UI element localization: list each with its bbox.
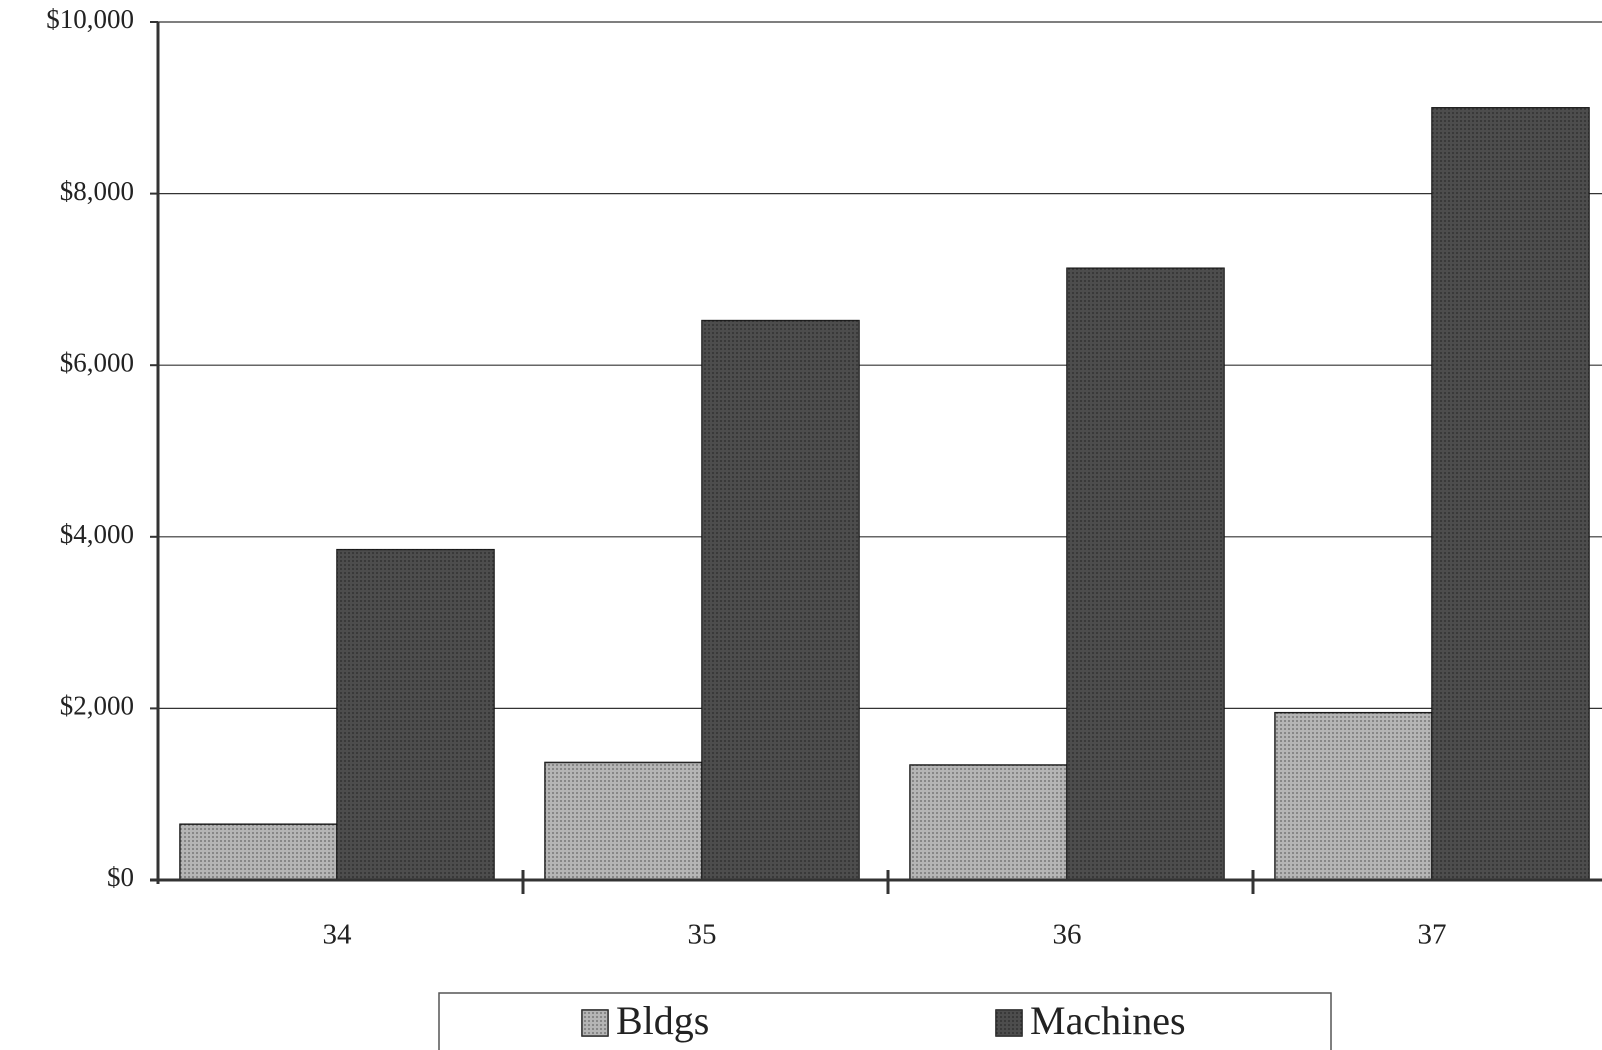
bar-texture: [910, 765, 1067, 880]
bar-texture: [1432, 107, 1589, 881]
legend-label: Bldgs: [616, 998, 709, 1043]
x-tick-label: 36: [1053, 919, 1082, 951]
y-tick-label: $8,000: [60, 176, 134, 206]
y-tick-label: $4,000: [60, 519, 134, 549]
x-tick-label: 35: [688, 919, 717, 951]
bar-texture: [180, 824, 337, 880]
legend-label: Machines: [1030, 998, 1186, 1043]
bar-texture: [702, 320, 859, 881]
bar-texture: [337, 549, 494, 880]
y-tick-label: $10,000: [46, 4, 134, 34]
bar-texture: [545, 762, 702, 880]
x-tick-label: 37: [1418, 919, 1447, 951]
y-tick-label: $6,000: [60, 347, 134, 377]
bar-texture: [1275, 712, 1432, 880]
legend-swatch-texture: [582, 1010, 608, 1036]
x-tick-label: 34: [323, 919, 353, 951]
legend-swatch-texture: [996, 1010, 1022, 1036]
legend-box: [438, 992, 1332, 1050]
y-tick-label: $0: [107, 862, 134, 892]
y-tick-label: $2,000: [60, 691, 134, 721]
bar-texture: [1067, 268, 1224, 881]
